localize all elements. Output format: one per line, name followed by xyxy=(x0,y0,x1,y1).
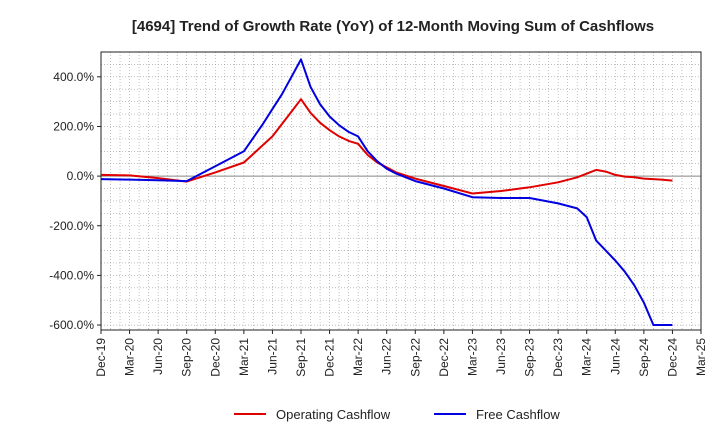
x-tick-label: Mar-22 xyxy=(351,338,365,376)
x-tick-label: Dec-24 xyxy=(665,338,679,377)
y-tick-label: 400.0% xyxy=(53,70,94,84)
x-tick-label: Sep-24 xyxy=(637,338,651,377)
x-tick-label: Jun-23 xyxy=(494,338,508,375)
x-tick-label: Dec-20 xyxy=(208,338,222,377)
grid-layer xyxy=(101,52,701,330)
x-tick-label: Dec-21 xyxy=(323,338,337,377)
plot-area xyxy=(100,51,702,331)
series-layer xyxy=(100,58,673,326)
x-tick-label: Mar-20 xyxy=(123,338,137,376)
y-tick-label: -600.0% xyxy=(49,318,94,332)
x-tick-label: Dec-19 xyxy=(94,338,108,377)
operating-cashflow-legend-label: Operating Cashflow xyxy=(276,407,391,422)
x-tick-label: Sep-20 xyxy=(180,338,194,377)
x-tick-label: Jun-20 xyxy=(151,338,165,375)
x-tick-label: Dec-22 xyxy=(437,338,451,377)
operating-cashflow-line xyxy=(100,98,673,195)
x-tick-label: Jun-21 xyxy=(265,338,279,375)
x-tick-label: Jun-22 xyxy=(380,338,394,375)
x-tick-label: Sep-23 xyxy=(523,338,537,377)
y-tick-label: -200.0% xyxy=(49,219,94,233)
legend: Operating Cashflow Free Cashflow xyxy=(234,407,560,422)
y-tick-label: 200.0% xyxy=(53,119,94,133)
x-axis-ticks: Dec-19 Mar-20 Jun-20 Sep-20 Dec-20 Mar-21 Jun-… xyxy=(94,330,708,377)
y-tick-label: -400.0% xyxy=(49,268,94,282)
x-tick-label: Mar-23 xyxy=(465,338,479,376)
x-tick-label: Mar-21 xyxy=(237,338,251,376)
x-tick-label: Mar-25 xyxy=(694,338,708,376)
chart-title: [4694] Trend of Growth Rate (YoY) of 12-… xyxy=(132,18,654,35)
y-tick-label: 0.0% xyxy=(67,169,95,183)
x-tick-label: Mar-24 xyxy=(580,338,594,376)
free-cashflow-line xyxy=(100,58,673,326)
x-tick-label: Dec-23 xyxy=(551,338,565,377)
x-tick-label: Jun-24 xyxy=(608,338,622,375)
x-tick-label: Sep-22 xyxy=(408,338,422,377)
x-tick-label: Sep-21 xyxy=(294,338,308,377)
y-axis-ticks: 400.0% 200.0% 0.0% -200.0% -400.0% -600.0% xyxy=(49,70,101,332)
free-cashflow-legend-label: Free Cashflow xyxy=(476,407,560,422)
